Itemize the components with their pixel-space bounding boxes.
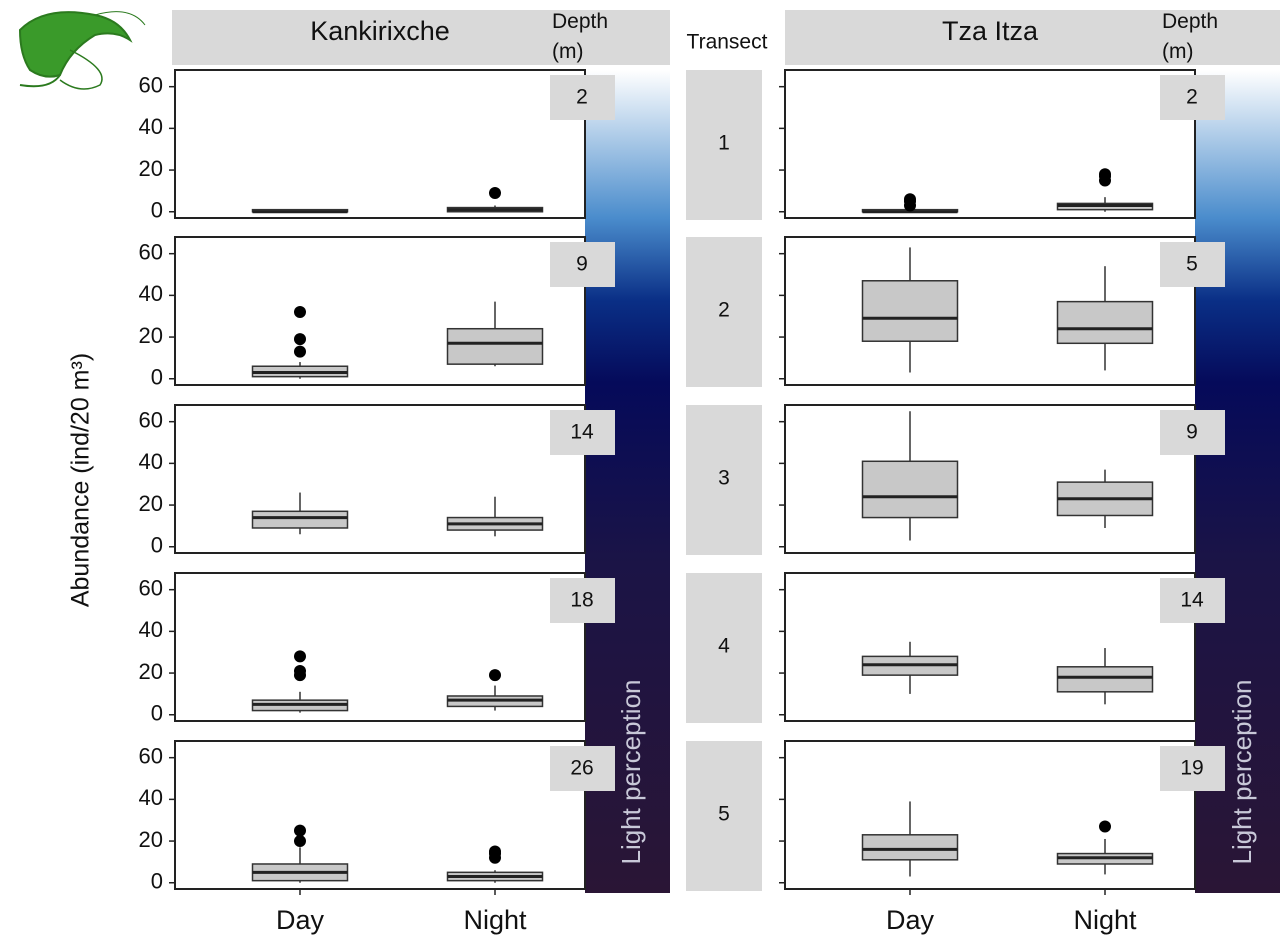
y-axis-label: Abundance (ind/20 m³) — [67, 353, 95, 607]
y-tick-label: 20 — [139, 491, 163, 516]
y-tick-label: 0 — [151, 701, 163, 726]
outlier — [1099, 820, 1111, 832]
y-tick-label: 60 — [139, 407, 163, 432]
depth-value: 2 — [576, 86, 588, 109]
panel — [785, 70, 1195, 218]
y-tick-label: 60 — [139, 743, 163, 768]
depth-value: 19 — [1180, 757, 1203, 780]
panel — [785, 573, 1195, 721]
x-tick-label: Day — [886, 905, 935, 935]
depth-value: 14 — [1180, 589, 1204, 612]
outlier — [1099, 168, 1111, 180]
depth-header-line: Depth — [1162, 10, 1218, 33]
outlier — [294, 835, 306, 847]
box — [448, 329, 543, 364]
panel — [175, 70, 585, 218]
depth-value: 9 — [576, 253, 588, 276]
shrimp-logo — [20, 12, 145, 89]
x-tick-label: Day — [276, 905, 325, 935]
transect-header: Transect — [687, 31, 768, 54]
y-tick-label: 0 — [151, 533, 163, 558]
y-tick-label: 40 — [139, 281, 163, 306]
outlier — [489, 845, 501, 857]
site-title: Tza Itza — [942, 16, 1039, 46]
y-tick-label: 60 — [139, 239, 163, 264]
y-tick-label: 40 — [139, 449, 163, 474]
y-tick-label: 40 — [139, 114, 163, 139]
y-tick-label: 0 — [151, 198, 163, 223]
panel — [785, 405, 1195, 553]
box — [863, 461, 958, 517]
y-tick-label: 20 — [139, 659, 163, 684]
transect-label: 3 — [718, 467, 730, 490]
outlier — [294, 825, 306, 837]
outlier — [294, 665, 306, 677]
depth-value: 2 — [1186, 86, 1198, 109]
panel — [175, 741, 585, 889]
y-tick-label: 0 — [151, 869, 163, 894]
box — [863, 835, 958, 860]
outlier — [294, 346, 306, 358]
outlier — [294, 650, 306, 662]
light-label: Light perception — [1227, 679, 1257, 864]
y-tick-label: 60 — [139, 575, 163, 600]
figure: Transect Abundance (ind/20 m³) Light per… — [0, 0, 1286, 940]
outlier — [489, 187, 501, 199]
site-title: Kankirixche — [310, 16, 450, 46]
depth-value: 14 — [570, 421, 594, 444]
y-tick-label: 20 — [139, 827, 163, 852]
y-tick-label: 40 — [139, 617, 163, 642]
y-tick-label: 60 — [139, 72, 163, 97]
panel — [785, 741, 1195, 889]
y-tick-label: 0 — [151, 365, 163, 390]
y-tick-label: 20 — [139, 323, 163, 348]
transect-label: 2 — [718, 299, 730, 322]
box — [1058, 667, 1153, 692]
transect-label: 4 — [718, 635, 730, 658]
light-label: Light perception — [616, 679, 646, 864]
box — [863, 281, 958, 341]
x-tick-label: Night — [1073, 905, 1137, 935]
outlier — [489, 669, 501, 681]
depth-value: 18 — [570, 589, 593, 612]
depth-value: 26 — [570, 757, 593, 780]
y-tick-label: 40 — [139, 785, 163, 810]
depth-value: 5 — [1186, 253, 1198, 276]
depth-value: 9 — [1186, 421, 1198, 444]
outlier — [294, 333, 306, 345]
transect-label: 1 — [718, 132, 730, 155]
outlier — [904, 193, 916, 205]
depth-header-line: Depth — [552, 10, 608, 33]
box — [253, 511, 348, 528]
box — [1058, 302, 1153, 344]
depth-header-line: (m) — [1162, 40, 1193, 63]
transect-label: 5 — [718, 803, 730, 826]
y-tick-label: 20 — [139, 156, 163, 181]
depth-header-line: (m) — [552, 40, 583, 63]
x-tick-label: Night — [463, 905, 527, 935]
outlier — [294, 306, 306, 318]
